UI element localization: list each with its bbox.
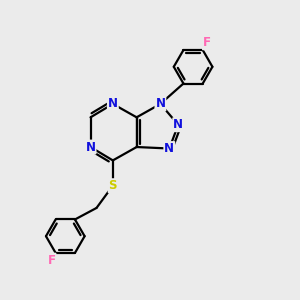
Text: N: N — [85, 140, 96, 154]
Text: N: N — [108, 98, 118, 110]
Text: N: N — [173, 118, 183, 131]
Text: S: S — [109, 179, 117, 192]
Text: F: F — [203, 36, 211, 49]
Text: F: F — [47, 254, 56, 267]
Text: N: N — [164, 142, 174, 155]
Text: N: N — [155, 98, 165, 110]
